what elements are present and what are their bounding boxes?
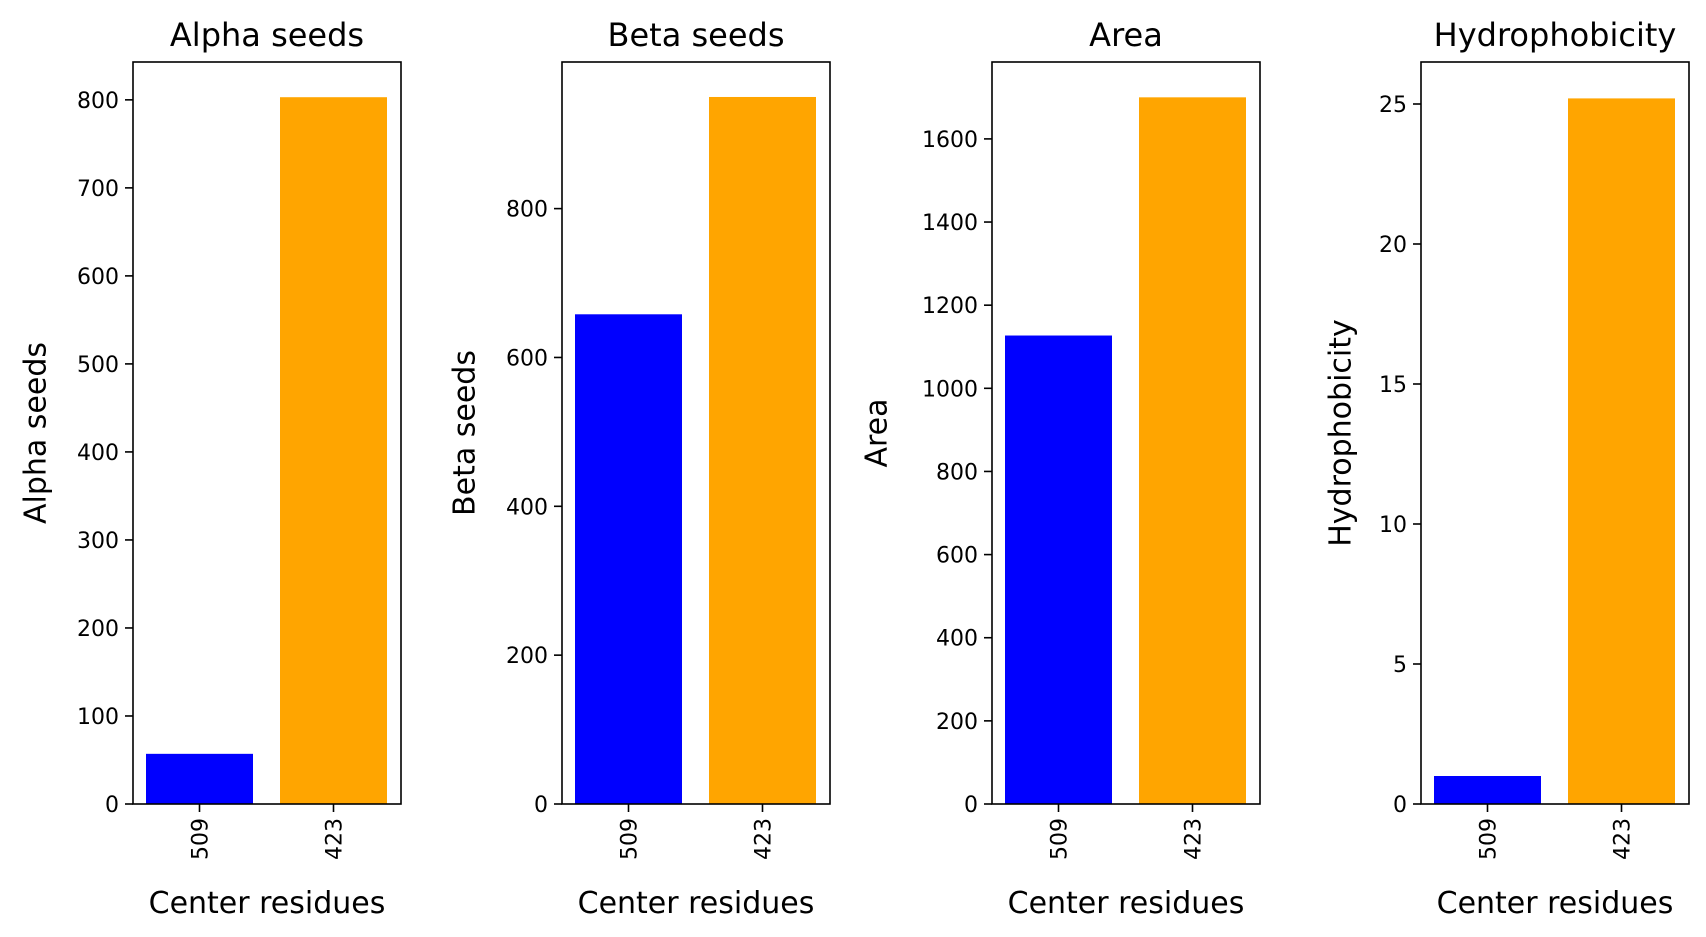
y-tick-label: 300 xyxy=(77,529,119,554)
y-tick-label: 500 xyxy=(77,353,119,378)
y-tick-label: 25 xyxy=(1379,93,1407,118)
y-tick-label: 600 xyxy=(77,265,119,290)
x-tick-label: 509 xyxy=(618,818,643,860)
axes-frame xyxy=(991,61,1261,805)
y-tick-label: 400 xyxy=(506,495,548,520)
y-tick-label: 0 xyxy=(105,793,119,818)
y-tick-label: 600 xyxy=(506,346,548,371)
x-tick-label: 509 xyxy=(189,818,214,860)
panel-title: Area xyxy=(1089,16,1163,54)
y-tick-label: 800 xyxy=(77,89,119,114)
y-axis-label: Hydrophobicity xyxy=(1324,319,1359,547)
chart-panel-2: 0 200 400 600 800 509 423 Beta seeds Center resi… xyxy=(448,16,831,921)
x-tick-label: 423 xyxy=(323,818,348,860)
y-tick-label: 10 xyxy=(1379,513,1407,538)
x-axis-label: Center residues xyxy=(1437,886,1674,921)
y-tick-label: 200 xyxy=(936,710,978,735)
bar-423 xyxy=(1568,98,1675,804)
chart-panel-4: 0 5 10 15 20 25 509 423 Hydrophobicity Center res… xyxy=(1324,16,1690,921)
chart-panel-1: 0 100 200 300 400 500 600 700 800 509 423 Alpha see… xyxy=(19,16,402,921)
axes-frame xyxy=(1420,61,1690,805)
y-tick-label: 1600 xyxy=(922,128,978,153)
y-tick-label: 1200 xyxy=(922,294,978,319)
y-tick-label: 5 xyxy=(1393,653,1407,678)
y-tick-label: 400 xyxy=(77,441,119,466)
bar-509 xyxy=(146,753,253,804)
bar-423 xyxy=(709,96,816,804)
bar-509 xyxy=(1005,335,1112,804)
axes-frame xyxy=(561,61,831,805)
y-tick-label: 1000 xyxy=(922,377,978,402)
y-tick-label: 0 xyxy=(964,793,978,818)
y-axis-label: Area xyxy=(860,398,895,467)
bar-509 xyxy=(1434,776,1541,804)
y-axis-label: Alpha seeds xyxy=(19,342,54,524)
bar-509 xyxy=(575,314,682,804)
x-axis-label: Center residues xyxy=(1008,886,1245,921)
x-tick-label: 509 xyxy=(1477,818,1502,860)
y-tick-label: 1400 xyxy=(922,211,978,236)
y-tick-label: 20 xyxy=(1379,233,1407,258)
panel-title: Beta seeds xyxy=(608,16,785,54)
bar-423 xyxy=(1139,97,1246,805)
y-tick-label: 200 xyxy=(506,644,548,669)
x-tick-label: 423 xyxy=(1182,818,1207,860)
y-tick-label: 600 xyxy=(936,544,978,569)
y-tick-label: 400 xyxy=(936,627,978,652)
y-axis-label: Beta seeds xyxy=(448,350,483,516)
y-tick-label: 0 xyxy=(534,793,548,818)
y-tick-label: 100 xyxy=(77,705,119,730)
y-tick-label: 15 xyxy=(1379,373,1407,398)
y-tick-label: 200 xyxy=(77,617,119,642)
x-tick-label: 423 xyxy=(752,818,777,860)
bar-423 xyxy=(280,97,387,805)
x-tick-label: 509 xyxy=(1048,818,1073,860)
axes-frame xyxy=(132,61,402,805)
y-tick-label: 800 xyxy=(936,460,978,485)
panel-title: Alpha seeds xyxy=(170,16,364,54)
y-tick-label: 0 xyxy=(1393,793,1407,818)
y-tick-label: 800 xyxy=(506,198,548,223)
y-tick-label: 700 xyxy=(77,177,119,202)
panel-title: Hydrophobicity xyxy=(1434,16,1677,54)
x-axis-label: Center residues xyxy=(149,886,386,921)
x-tick-label: 423 xyxy=(1611,818,1636,860)
chart-panel-3: 0 200 400 600 800 1000 1200 1400 1600 509 423 Area C… xyxy=(860,16,1261,921)
x-axis-label: Center residues xyxy=(578,886,815,921)
